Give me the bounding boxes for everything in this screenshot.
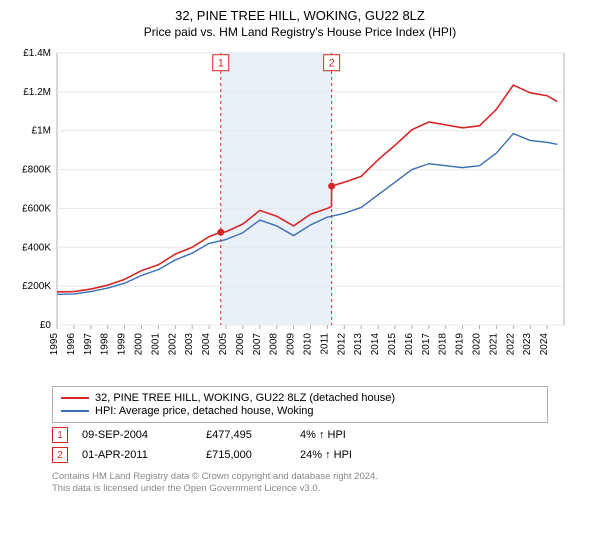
- sale-price: £477,495: [206, 429, 286, 441]
- sale-row: 2 01-APR-2011 £715,000 24% ↑ HPI: [52, 447, 548, 463]
- legend-label: HPI: Average price, detached house, Woki…: [95, 405, 314, 417]
- footer-text: Contains HM Land Registry data © Crown c…: [52, 471, 548, 496]
- svg-text:2019: 2019: [455, 333, 466, 356]
- svg-text:2001: 2001: [150, 333, 161, 356]
- svg-text:2012: 2012: [336, 333, 347, 356]
- svg-text:£1.2M: £1.2M: [23, 87, 51, 98]
- svg-text:2011: 2011: [319, 333, 330, 355]
- svg-text:2006: 2006: [235, 333, 246, 356]
- svg-text:2007: 2007: [252, 333, 263, 356]
- svg-text:2023: 2023: [522, 333, 533, 356]
- svg-text:2009: 2009: [286, 333, 297, 356]
- sale-marker: 1: [52, 427, 68, 443]
- svg-text:2008: 2008: [269, 333, 280, 356]
- svg-text:2013: 2013: [353, 333, 364, 356]
- line-chart: £0 £200K £400K £600K £800K £1M £1.2M £1.4M 1995 1…: [12, 45, 572, 375]
- svg-text:2021: 2021: [488, 333, 499, 356]
- svg-text:1: 1: [218, 58, 224, 70]
- svg-text:2018: 2018: [438, 333, 449, 356]
- svg-text:2014: 2014: [370, 333, 381, 356]
- sale-row: 1 09-SEP-2004 £477,495 4% ↑ HPI: [52, 427, 548, 443]
- svg-text:£1.4M: £1.4M: [23, 48, 51, 59]
- legend-swatch: [61, 410, 89, 412]
- svg-text:1995: 1995: [49, 333, 60, 356]
- svg-text:2016: 2016: [404, 333, 415, 356]
- svg-text:2: 2: [329, 58, 335, 70]
- svg-text:£0: £0: [40, 320, 52, 331]
- svg-text:2002: 2002: [167, 333, 178, 356]
- svg-text:£200K: £200K: [22, 281, 51, 292]
- svg-text:£1M: £1M: [32, 126, 51, 137]
- sale-pct: 4% ↑ HPI: [300, 429, 410, 441]
- legend-swatch: [61, 397, 89, 399]
- svg-text:2015: 2015: [387, 333, 398, 356]
- footer-line: Contains HM Land Registry data © Crown c…: [52, 471, 548, 483]
- legend: 32, PINE TREE HILL, WOKING, GU22 8LZ (de…: [52, 386, 548, 423]
- legend-item-property: 32, PINE TREE HILL, WOKING, GU22 8LZ (de…: [61, 392, 539, 404]
- svg-text:1999: 1999: [117, 333, 128, 356]
- svg-text:£400K: £400K: [22, 242, 51, 253]
- svg-text:1997: 1997: [83, 333, 94, 356]
- sale-date: 01-APR-2011: [82, 449, 192, 461]
- chart-area: £0 £200K £400K £600K £800K £1M £1.2M £1.4M 1995 1…: [12, 45, 588, 380]
- svg-text:£600K: £600K: [22, 203, 51, 214]
- sale-marker: 2: [52, 447, 68, 463]
- legend-label: 32, PINE TREE HILL, WOKING, GU22 8LZ (de…: [95, 392, 395, 404]
- footer-line: This data is licensed under the Open Gov…: [52, 483, 548, 495]
- svg-text:2024: 2024: [539, 333, 550, 356]
- sale-date: 09-SEP-2004: [82, 429, 192, 441]
- chart-title: 32, PINE TREE HILL, WOKING, GU22 8LZ: [12, 8, 588, 23]
- legend-item-hpi: HPI: Average price, detached house, Woki…: [61, 405, 539, 417]
- svg-text:1996: 1996: [66, 333, 77, 356]
- svg-text:2017: 2017: [421, 333, 432, 356]
- svg-text:£800K: £800K: [22, 165, 51, 176]
- svg-text:2000: 2000: [134, 333, 145, 356]
- svg-text:2003: 2003: [184, 333, 195, 356]
- sale-pct: 24% ↑ HPI: [300, 449, 410, 461]
- svg-text:1998: 1998: [100, 333, 111, 356]
- svg-text:2020: 2020: [472, 333, 483, 356]
- svg-text:2005: 2005: [218, 333, 229, 356]
- sale-price: £715,000: [206, 449, 286, 461]
- svg-text:2022: 2022: [505, 333, 516, 356]
- svg-text:2004: 2004: [201, 333, 212, 356]
- svg-text:2010: 2010: [303, 333, 314, 356]
- chart-subtitle: Price paid vs. HM Land Registry's House …: [12, 25, 588, 39]
